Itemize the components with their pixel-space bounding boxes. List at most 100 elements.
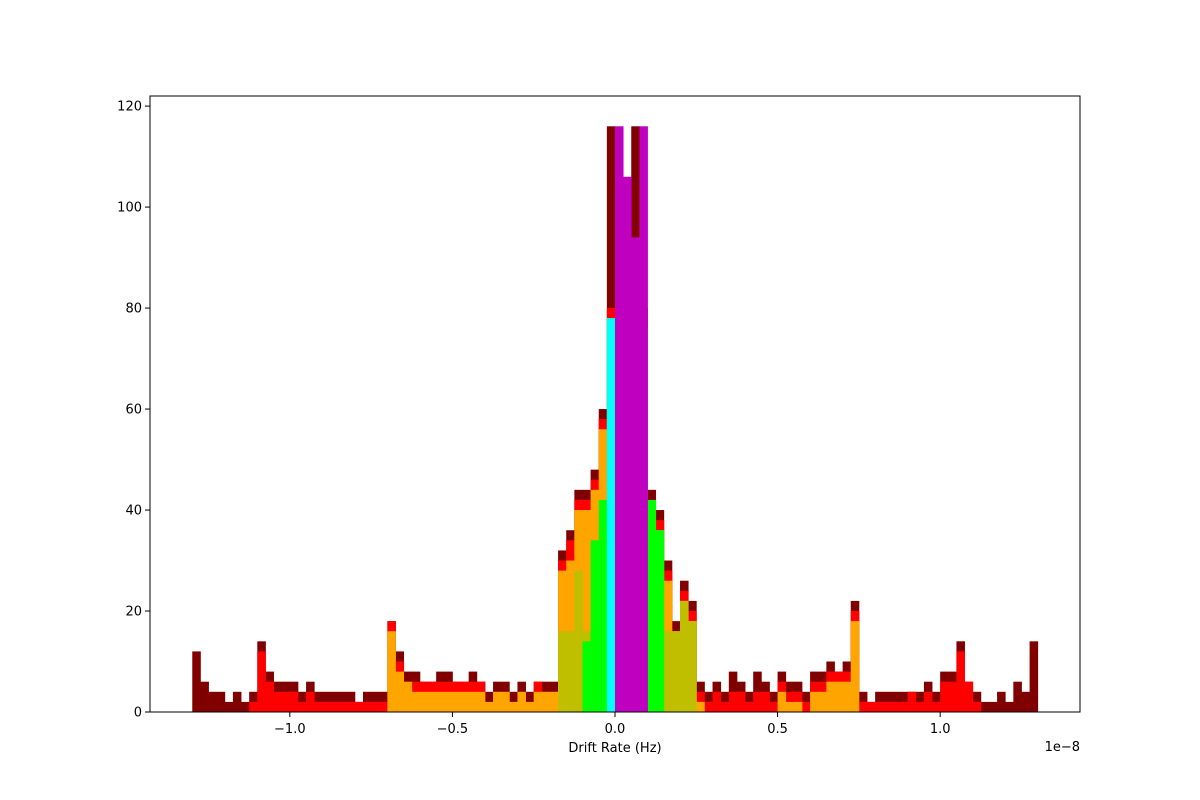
histogram-bar <box>566 631 575 712</box>
histogram-bar <box>810 691 819 712</box>
histogram-bar <box>891 701 900 712</box>
histogram-bar <box>631 237 640 712</box>
histogram-bar <box>322 701 331 712</box>
histogram-bar <box>997 691 1006 712</box>
histogram-bar <box>338 701 348 712</box>
histogram-bar <box>972 701 982 712</box>
histogram-bar <box>314 701 323 712</box>
histogram-bar <box>354 701 364 712</box>
x-tick-label: 0.0 <box>605 722 626 737</box>
histogram-bar <box>606 318 616 712</box>
histogram-bar <box>346 701 356 712</box>
histogram-bar <box>615 126 624 712</box>
y-tick-label: 80 <box>125 302 142 317</box>
y-tick-label: 60 <box>125 403 142 418</box>
histogram-bar <box>1021 691 1030 712</box>
x-tick-label: 1.0 <box>930 722 951 737</box>
histogram-bar <box>867 701 876 712</box>
histogram-bars <box>192 126 1039 713</box>
histogram-bar <box>842 681 852 712</box>
histogram-bar <box>785 701 795 712</box>
histogram-bar <box>956 651 965 712</box>
histogram-bar <box>501 691 510 712</box>
x-axis-offset-text: 1e−8 <box>1045 740 1080 755</box>
histogram-bar <box>306 691 315 712</box>
histogram-bar <box>883 701 892 712</box>
histogram-bar <box>923 691 933 712</box>
histogram-bar <box>436 691 445 712</box>
histogram-bar <box>801 701 811 712</box>
histogram-bar <box>915 701 925 712</box>
histogram-bar <box>671 631 681 712</box>
x-tick-label: 0.5 <box>767 722 788 737</box>
x-tick-label: −0.5 <box>437 722 469 737</box>
x-axis-ticks: −1.0 −0.5 0.0 0.5 1.0 <box>274 712 951 737</box>
histogram-bar <box>680 600 689 712</box>
histogram-bar <box>948 681 957 712</box>
histogram-bar <box>720 701 730 712</box>
histogram-bar <box>980 701 990 712</box>
histogram-bar <box>761 691 770 712</box>
histogram-bar <box>509 701 518 712</box>
histogram-bar <box>484 701 494 712</box>
histogram-bar <box>696 701 705 712</box>
histogram-bar <box>745 701 754 712</box>
y-tick-label: 0 <box>134 706 142 721</box>
histogram-bar <box>663 631 673 712</box>
histogram-bar <box>517 691 526 712</box>
histogram-bar <box>688 621 697 712</box>
histogram-bar <box>753 691 762 712</box>
histogram-bar <box>777 691 787 712</box>
histogram-bar <box>468 691 478 712</box>
histogram-bar <box>265 681 274 712</box>
x-axis-label: Drift Rate (Hz) <box>568 741 661 756</box>
y-tick-label: 40 <box>125 504 142 519</box>
histogram-bar <box>200 681 209 712</box>
histogram-bar <box>826 681 835 712</box>
y-tick-label: 120 <box>117 100 142 115</box>
histogram-bar <box>850 621 860 712</box>
histogram-bar <box>460 691 470 712</box>
histogram-bar <box>582 510 592 712</box>
histogram-bar <box>907 691 917 712</box>
histogram-bar <box>736 691 746 712</box>
histogram-bar <box>590 540 600 712</box>
histogram-bar <box>704 701 713 712</box>
histogram-bar <box>208 691 218 712</box>
histogram-bar <box>192 651 201 712</box>
histogram-bar <box>403 681 413 712</box>
histogram-bar <box>362 701 372 712</box>
histogram-bar <box>224 701 234 712</box>
histogram-bar <box>411 691 421 712</box>
histogram-bar <box>647 499 657 712</box>
histogram-bar <box>582 641 592 712</box>
histogram-bar <box>875 701 884 712</box>
histogram-bar <box>289 691 299 712</box>
histogram-bar <box>712 691 722 712</box>
histogram-bar <box>452 691 461 712</box>
histogram-bar <box>444 691 453 712</box>
x-tick-label: −1.0 <box>274 722 306 737</box>
histogram-bar <box>769 701 778 712</box>
histogram-bar <box>932 701 941 712</box>
histogram-bar <box>549 691 559 712</box>
histogram-bar <box>241 701 250 712</box>
histogram-bar <box>297 701 307 712</box>
histogram-bar <box>1013 681 1022 712</box>
histogram-bar <box>818 691 827 712</box>
histogram-bar <box>899 701 909 712</box>
histogram-bar <box>1029 641 1039 712</box>
y-tick-label: 100 <box>117 201 142 216</box>
histogram-bar <box>281 691 291 712</box>
histogram-bar <box>525 701 535 712</box>
y-axis-ticks: 0 20 40 60 80 100 120 <box>117 100 150 721</box>
histogram-bar <box>728 691 738 712</box>
histogram-bar <box>395 671 405 712</box>
histogram-bar <box>273 691 283 712</box>
histogram-bar <box>834 681 844 712</box>
histogram-bar <box>476 691 486 712</box>
histogram-bar <box>387 631 396 712</box>
histogram-bar <box>655 530 665 712</box>
histogram-bar <box>793 701 803 712</box>
